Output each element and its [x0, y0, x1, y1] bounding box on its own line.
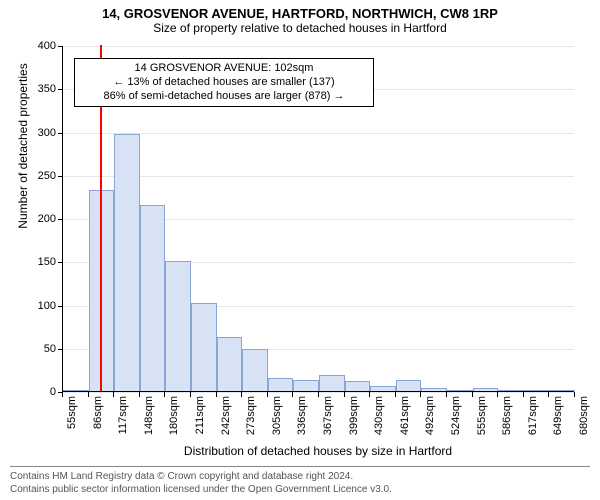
- histogram-bar: [396, 380, 422, 391]
- histogram-bar: [319, 375, 345, 391]
- y-tick-label: 200: [38, 213, 56, 225]
- y-tick-label: 50: [44, 343, 56, 355]
- x-tick-label: 242sqm: [220, 396, 232, 435]
- x-tick-label: 273sqm: [245, 396, 257, 435]
- x-tick: [139, 392, 140, 397]
- x-tick: [420, 392, 421, 397]
- gridline: [63, 46, 574, 47]
- x-tick: [216, 392, 217, 397]
- histogram-bar: [191, 303, 217, 391]
- y-tick-label: 400: [38, 40, 56, 52]
- x-tick-label: 117sqm: [117, 396, 129, 434]
- histogram-bar: [293, 380, 319, 391]
- x-tick: [548, 392, 549, 397]
- x-tick: [472, 392, 473, 397]
- histogram-bar: [114, 134, 140, 391]
- x-tick: [523, 392, 524, 397]
- footer-line-1: Contains HM Land Registry data © Crown c…: [10, 471, 590, 484]
- x-tick: [395, 392, 396, 397]
- y-tick-label: 250: [38, 170, 56, 182]
- x-tick-label: 492sqm: [424, 396, 436, 435]
- histogram-bar: [421, 388, 447, 391]
- histogram-bar: [370, 386, 396, 391]
- y-tick-label: 100: [38, 300, 56, 312]
- x-tick: [267, 392, 268, 397]
- footer: Contains HM Land Registry data © Crown c…: [0, 460, 600, 500]
- x-tick: [344, 392, 345, 397]
- x-axis-label: Distribution of detached houses by size …: [62, 444, 574, 458]
- footer-divider: [10, 466, 590, 467]
- y-axis-label: Number of detached properties: [16, 0, 30, 319]
- x-axis: 55sqm 86sqm 117sqm 148sqm 180sqm 211sqm 242sqm…: [62, 392, 574, 452]
- footer-line-2: Contains public sector information licen…: [10, 484, 590, 497]
- x-tick-label: 211sqm: [194, 396, 206, 434]
- title-main: 14, GROSVENOR AVENUE, HARTFORD, NORTHWIC…: [0, 0, 600, 21]
- histogram-bar: [63, 390, 89, 391]
- x-tick: [318, 392, 319, 397]
- title-sub: Size of property relative to detached ho…: [0, 21, 600, 35]
- x-tick: [292, 392, 293, 397]
- x-tick: [241, 392, 242, 397]
- annotation-line: ← 13% of detached houses are smaller (13…: [81, 76, 367, 90]
- x-tick: [62, 392, 63, 397]
- histogram-bar: [345, 381, 371, 391]
- x-tick: [446, 392, 447, 397]
- histogram-bar: [217, 337, 243, 391]
- x-tick-label: 586sqm: [501, 396, 513, 435]
- histogram-bar: [498, 390, 524, 391]
- x-tick-label: 617sqm: [527, 396, 539, 435]
- x-tick-label: 399sqm: [348, 396, 360, 435]
- x-tick: [574, 392, 575, 397]
- annotation-line: 14 GROSVENOR AVENUE: 102sqm: [81, 62, 367, 76]
- histogram-bar: [268, 378, 294, 391]
- histogram-bar: [165, 261, 191, 391]
- histogram-bar: [242, 349, 268, 391]
- x-tick: [88, 392, 89, 397]
- x-tick-label: 367sqm: [322, 396, 334, 435]
- x-tick-label: 461sqm: [399, 396, 411, 435]
- annotation-box: 14 GROSVENOR AVENUE: 102sqm← 13% of deta…: [74, 58, 374, 107]
- x-tick: [190, 392, 191, 397]
- x-tick-label: 55sqm: [66, 396, 78, 429]
- x-tick-label: 649sqm: [552, 396, 564, 435]
- x-tick-label: 336sqm: [296, 396, 308, 435]
- histogram-bar: [549, 390, 575, 391]
- histogram-bar: [473, 388, 499, 391]
- x-tick-label: 86sqm: [92, 396, 104, 429]
- histogram-bar: [524, 390, 550, 391]
- x-tick-label: 430sqm: [373, 396, 385, 435]
- y-axis: 050100150200250300350400: [0, 46, 62, 392]
- x-tick-label: 555sqm: [476, 396, 488, 435]
- x-tick-label: 180sqm: [168, 396, 180, 435]
- x-tick: [164, 392, 165, 397]
- histogram-bar: [140, 205, 166, 391]
- annotation-line: 86% of semi-detached houses are larger (…: [81, 90, 367, 104]
- x-tick: [369, 392, 370, 397]
- x-tick-label: 524sqm: [450, 396, 462, 435]
- x-tick-label: 148sqm: [143, 396, 155, 435]
- figure-container: 14, GROSVENOR AVENUE, HARTFORD, NORTHWIC…: [0, 0, 600, 500]
- histogram-bar: [447, 390, 473, 391]
- x-tick: [113, 392, 114, 397]
- y-tick-label: 0: [50, 386, 56, 398]
- y-tick-label: 350: [38, 83, 56, 95]
- x-tick: [497, 392, 498, 397]
- x-tick-label: 305sqm: [271, 396, 283, 435]
- x-tick-label: 680sqm: [578, 396, 590, 435]
- y-tick-label: 150: [38, 256, 56, 268]
- y-tick-label: 300: [38, 127, 56, 139]
